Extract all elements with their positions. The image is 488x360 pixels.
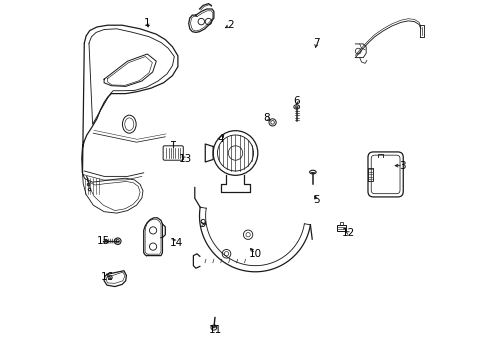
Text: 10: 10 xyxy=(248,249,262,259)
Text: 11: 11 xyxy=(208,325,221,336)
Text: 6: 6 xyxy=(293,96,300,106)
Text: 1: 1 xyxy=(143,18,150,28)
Text: 15: 15 xyxy=(97,236,110,246)
Text: 14: 14 xyxy=(169,238,183,248)
Text: 8: 8 xyxy=(263,113,269,123)
Text: 3: 3 xyxy=(399,161,406,171)
Text: 9: 9 xyxy=(199,219,205,229)
Text: 12: 12 xyxy=(342,228,355,238)
Text: 2: 2 xyxy=(226,20,233,30)
Text: 7: 7 xyxy=(312,38,319,48)
Text: 16: 16 xyxy=(100,272,113,282)
Text: 5: 5 xyxy=(312,195,319,205)
Text: 4: 4 xyxy=(217,134,224,144)
Text: 13: 13 xyxy=(179,154,192,164)
